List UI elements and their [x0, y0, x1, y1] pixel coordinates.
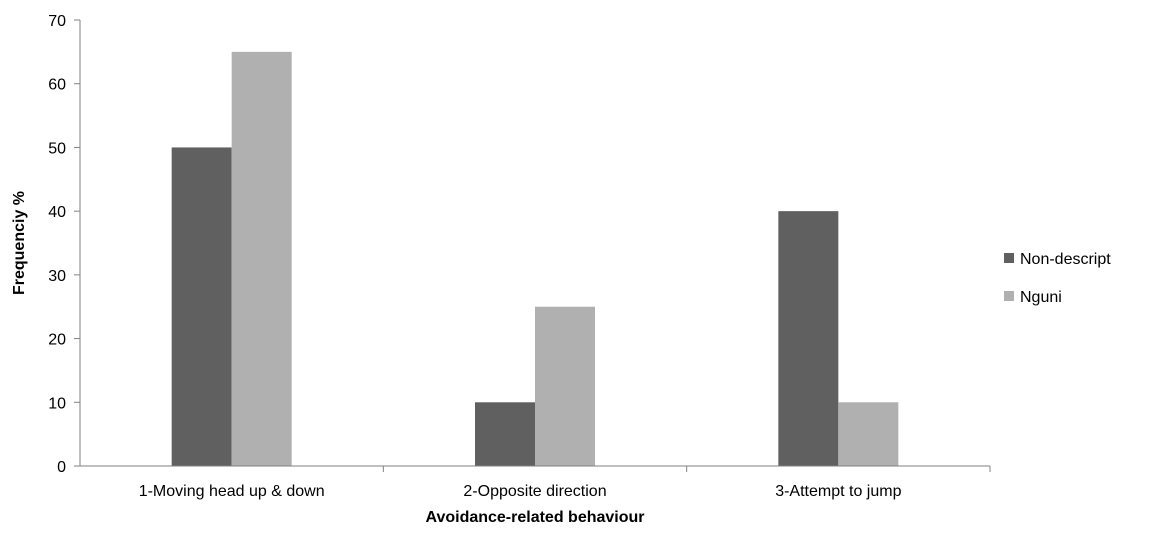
y-tick-label: 30	[48, 268, 66, 285]
y-axis-ticks: 0 10 20 30 40 50 60 70	[48, 13, 80, 476]
y-tick-label: 10	[48, 395, 66, 412]
y-tick-label: 20	[48, 332, 66, 349]
bars	[171, 51, 899, 466]
y-tick-label: 40	[48, 204, 66, 221]
x-axis-title: Avoidance-related behaviour	[425, 509, 644, 526]
y-tick-label: 0	[57, 459, 66, 476]
bar-non-descript-2	[475, 402, 535, 466]
y-axis-title: Frequenciy %	[11, 191, 28, 295]
x-tick-label: 3-Attempt to jump	[775, 483, 901, 500]
bar-non-descript-1	[171, 147, 232, 466]
legend: Non-descript Nguni	[1004, 251, 1111, 306]
legend-label: Nguni	[1020, 289, 1062, 306]
bar-non-descript-3	[778, 211, 839, 466]
x-axis-ticks: 1-Moving head up & down 2-Opposite direct…	[139, 466, 991, 500]
legend-swatch	[1004, 253, 1014, 263]
y-tick-label: 50	[48, 140, 66, 157]
bar-nguni-3	[838, 402, 899, 466]
bar-nguni-1	[231, 51, 292, 466]
y-tick-label: 70	[48, 13, 66, 30]
legend-swatch	[1004, 291, 1014, 301]
y-tick-label: 60	[48, 77, 66, 94]
x-tick-label: 2-Opposite direction	[463, 483, 606, 500]
x-tick-label: 1-Moving head up & down	[139, 483, 325, 500]
legend-label: Non-descript	[1020, 251, 1111, 268]
bar-nguni-2	[535, 306, 595, 466]
